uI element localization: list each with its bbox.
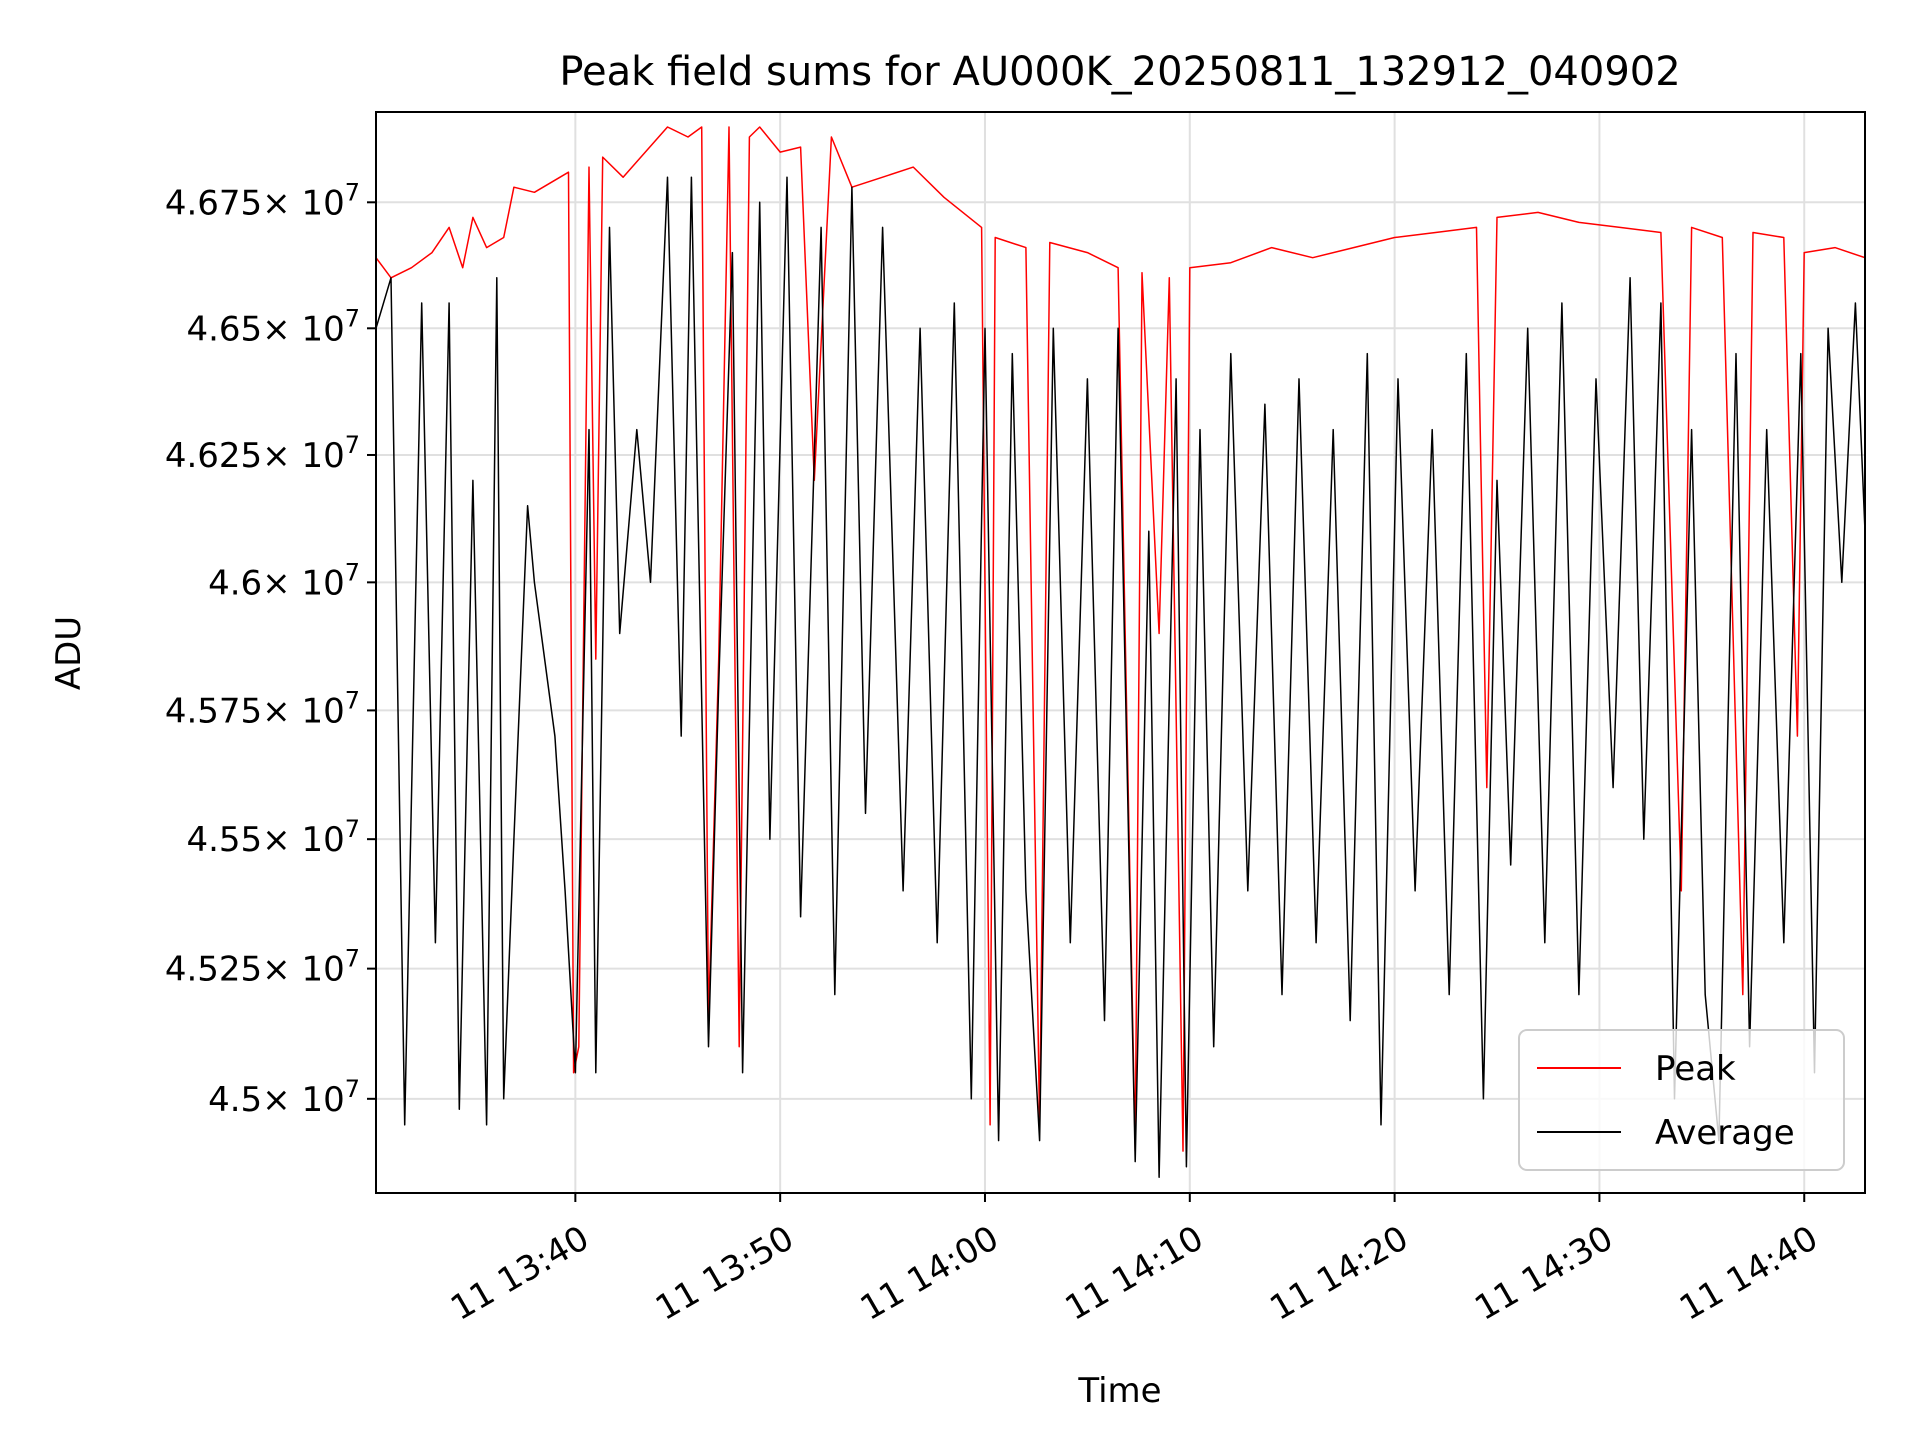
y-tick-label: 4.675× 107 (165, 178, 360, 223)
y-tick-exponent: 7 (345, 815, 360, 843)
y-tick-label: 4.6× 107 (208, 558, 360, 603)
y-tick-mantissa: 4.675 (165, 183, 262, 223)
y-axis-label: ADU (49, 616, 89, 690)
y-tick-exponent: 7 (345, 558, 360, 586)
y-tick-label: 4.5× 107 (208, 1075, 360, 1120)
y-tick-exponent: 7 (345, 304, 360, 332)
legend-label-average: Average (1655, 1113, 1795, 1153)
y-tick-mantissa: 4.65 (186, 309, 262, 349)
y-tick-multiplier: × 10 (262, 691, 345, 731)
y-tick-label: 4.625× 107 (165, 431, 360, 476)
y-tick-exponent: 7 (345, 686, 360, 714)
y-tick-multiplier: × 10 (262, 950, 345, 990)
y-tick-label: 4.575× 107 (165, 686, 360, 731)
y-tick-exponent: 7 (345, 945, 360, 973)
y-tick-mantissa: 4.575 (165, 691, 262, 731)
y-tick-multiplier: × 10 (262, 1080, 345, 1120)
y-tick-mantissa: 4.55 (186, 820, 262, 860)
series-lines (376, 126, 1865, 1179)
y-tick-label: 4.65× 107 (186, 304, 360, 349)
legend-label-peak: Peak (1655, 1049, 1736, 1089)
series-line-peak (376, 126, 1865, 1152)
y-tick-multiplier: × 10 (262, 309, 345, 349)
y-tick-multiplier: × 10 (262, 563, 345, 603)
y-tick-exponent: 7 (345, 178, 360, 206)
plot-frame (375, 111, 1866, 1194)
legend-box (1518, 1029, 1845, 1171)
y-tick-mantissa: 4.525 (165, 950, 262, 990)
y-tick-mantissa: 4.625 (165, 436, 262, 476)
legend: Peak Average (1518, 1029, 1845, 1171)
y-tick-exponent: 7 (345, 1075, 360, 1103)
series-line-average (376, 176, 1865, 1179)
y-tick-label: 4.55× 107 (186, 815, 360, 860)
chart-title: Peak field sums for AU000K_20250811_1329… (559, 49, 1680, 95)
y-tick-multiplier: × 10 (262, 183, 345, 223)
y-tick-multiplier: × 10 (262, 820, 345, 860)
y-tick-label: 4.525× 107 (165, 945, 360, 990)
y-tick-multiplier: × 10 (262, 436, 345, 476)
y-tick-exponent: 7 (345, 431, 360, 459)
y-tick-mantissa: 4.5 (208, 1080, 262, 1120)
x-axis-label: Time (1077, 1371, 1161, 1411)
grid-lines (376, 112, 1865, 1193)
y-tick-mantissa: 4.6 (208, 563, 262, 603)
